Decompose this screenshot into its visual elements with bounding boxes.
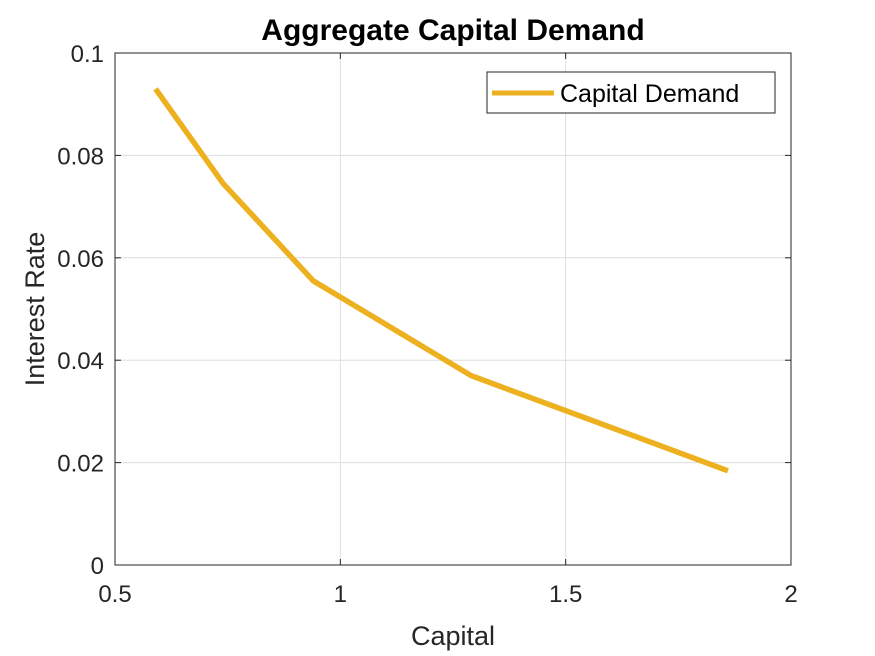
y-axis-label: Interest Rate — [20, 232, 50, 387]
axis-ticks: 0.5 1 1.5 2 0 0.02 0.04 0.06 0.08 0.1 — [57, 41, 797, 608]
series-line-capital-demand — [153, 87, 729, 474]
plot-frame — [114, 52, 792, 566]
x-tick-label: 1.5 — [549, 581, 582, 608]
y-tick-label: 0.06 — [57, 246, 104, 273]
y-tick-label: 0.04 — [57, 348, 104, 375]
x-tick-label: 1 — [334, 581, 347, 608]
x-axis-label: Capital — [411, 621, 495, 651]
chart-title: Aggregate Capital Demand — [261, 14, 644, 47]
x-tick-label: 2 — [784, 581, 797, 608]
y-tick-label: 0.08 — [57, 143, 104, 170]
y-tick-label: 0.1 — [71, 41, 104, 68]
legend: Capital Demand — [486, 71, 776, 114]
series-layer — [153, 87, 729, 474]
y-tick-label: 0 — [91, 553, 104, 580]
grid-lines — [115, 53, 791, 565]
y-tick-label: 0.02 — [57, 451, 104, 478]
legend-label: Capital Demand — [560, 80, 739, 108]
x-tick-label: 0.5 — [98, 581, 131, 608]
